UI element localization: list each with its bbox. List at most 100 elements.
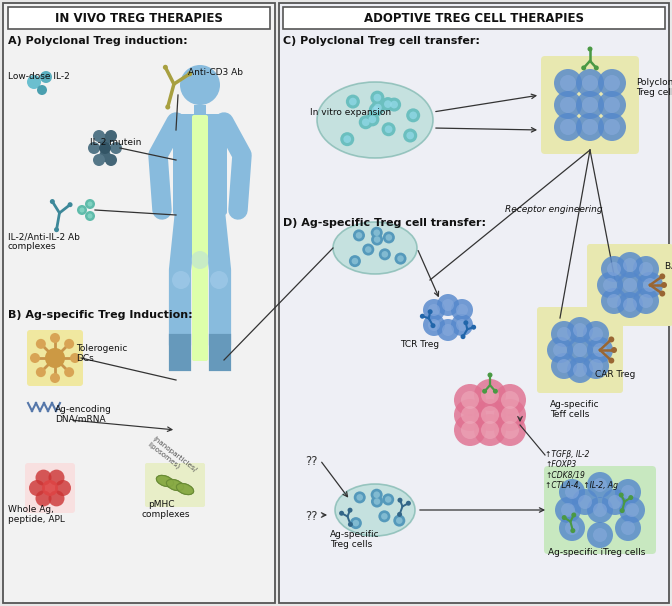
Text: Receptor engineering: Receptor engineering	[505, 205, 603, 214]
Ellipse shape	[167, 479, 183, 491]
Circle shape	[661, 282, 667, 288]
FancyBboxPatch shape	[25, 463, 75, 513]
Ellipse shape	[317, 82, 433, 158]
Circle shape	[45, 348, 65, 368]
Circle shape	[428, 304, 440, 316]
Text: Treg cells: Treg cells	[330, 540, 372, 549]
Circle shape	[494, 399, 526, 431]
FancyBboxPatch shape	[541, 56, 639, 154]
Circle shape	[582, 97, 598, 113]
Circle shape	[105, 154, 117, 166]
Circle shape	[597, 272, 623, 298]
Circle shape	[471, 325, 476, 330]
Text: Teff cells: Teff cells	[550, 410, 589, 419]
Circle shape	[374, 498, 380, 505]
Circle shape	[598, 91, 626, 119]
Circle shape	[454, 414, 486, 446]
Circle shape	[460, 334, 466, 339]
Circle shape	[494, 384, 526, 416]
Circle shape	[406, 501, 411, 506]
Circle shape	[474, 399, 506, 431]
Circle shape	[456, 304, 468, 316]
Circle shape	[553, 343, 567, 357]
Circle shape	[487, 373, 493, 378]
Circle shape	[637, 272, 663, 298]
Circle shape	[582, 75, 598, 91]
Circle shape	[571, 513, 577, 518]
Circle shape	[567, 317, 593, 343]
Text: D) Ag-specific Treg cell transfer:: D) Ag-specific Treg cell transfer:	[283, 218, 486, 228]
Circle shape	[339, 511, 344, 516]
Circle shape	[557, 327, 571, 341]
Circle shape	[621, 485, 635, 499]
Circle shape	[381, 97, 395, 111]
Circle shape	[607, 294, 621, 308]
Circle shape	[560, 75, 576, 91]
Text: pMHC: pMHC	[148, 500, 175, 509]
Circle shape	[77, 205, 87, 215]
Text: B) Ag-specific Treg Induction:: B) Ag-specific Treg Induction:	[8, 310, 193, 320]
Text: ??: ??	[305, 510, 317, 523]
Circle shape	[464, 320, 468, 325]
Circle shape	[165, 105, 170, 110]
Circle shape	[593, 528, 607, 542]
Circle shape	[576, 69, 604, 97]
Circle shape	[554, 91, 582, 119]
Circle shape	[583, 353, 609, 379]
Text: TCR Treg: TCR Treg	[401, 340, 439, 349]
Circle shape	[88, 142, 100, 154]
Circle shape	[451, 299, 473, 321]
Circle shape	[371, 227, 383, 239]
Text: peptide, APL: peptide, APL	[8, 515, 65, 524]
Circle shape	[42, 480, 58, 496]
Circle shape	[353, 520, 359, 527]
FancyBboxPatch shape	[537, 307, 623, 393]
Circle shape	[406, 108, 420, 122]
FancyBboxPatch shape	[587, 244, 672, 326]
Circle shape	[617, 292, 643, 318]
Circle shape	[382, 493, 394, 505]
Circle shape	[371, 496, 383, 508]
Circle shape	[372, 106, 380, 114]
Circle shape	[29, 480, 45, 496]
Circle shape	[633, 256, 659, 282]
Circle shape	[355, 232, 362, 239]
Circle shape	[639, 294, 653, 308]
Circle shape	[562, 515, 566, 520]
Circle shape	[172, 271, 190, 289]
Text: Tolerogenic: Tolerogenic	[76, 344, 128, 353]
Circle shape	[493, 388, 498, 394]
Circle shape	[501, 406, 519, 424]
Circle shape	[210, 271, 228, 289]
Circle shape	[620, 508, 625, 513]
Circle shape	[451, 314, 473, 336]
Circle shape	[68, 202, 73, 207]
Circle shape	[191, 251, 209, 269]
Circle shape	[390, 101, 398, 108]
Text: Treg cells: Treg cells	[636, 88, 672, 97]
Circle shape	[36, 367, 46, 377]
Circle shape	[559, 515, 585, 541]
Circle shape	[598, 69, 626, 97]
Circle shape	[643, 278, 657, 292]
Text: IL-2/Anti-IL-2 Ab: IL-2/Anti-IL-2 Ab	[8, 232, 80, 241]
Circle shape	[351, 258, 358, 264]
Circle shape	[85, 211, 95, 221]
FancyBboxPatch shape	[173, 114, 227, 215]
Circle shape	[362, 118, 370, 126]
Circle shape	[573, 363, 587, 377]
Circle shape	[578, 495, 592, 509]
FancyBboxPatch shape	[192, 115, 208, 361]
Circle shape	[494, 414, 526, 446]
Circle shape	[481, 406, 499, 424]
Circle shape	[593, 478, 607, 492]
Circle shape	[385, 125, 392, 133]
Text: Low-dose IL-2: Low-dose IL-2	[8, 72, 70, 81]
Circle shape	[353, 491, 366, 504]
Circle shape	[359, 115, 373, 129]
Circle shape	[374, 491, 380, 498]
Circle shape	[423, 299, 445, 321]
FancyBboxPatch shape	[27, 330, 83, 386]
Circle shape	[554, 113, 582, 141]
Circle shape	[50, 199, 55, 204]
